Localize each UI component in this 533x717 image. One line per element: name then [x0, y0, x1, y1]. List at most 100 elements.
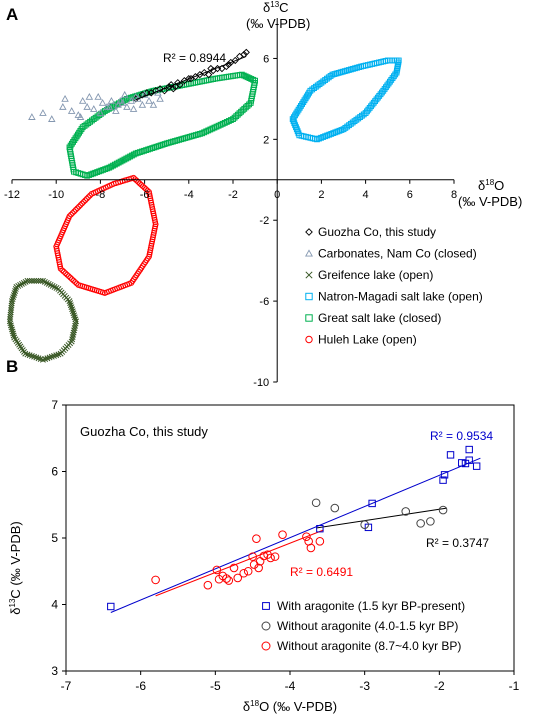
b-series-0-point-2 — [368, 499, 376, 508]
a-series-1-point-11 — [98, 99, 107, 106]
region-0-marker-40-stroke-b — [69, 308, 76, 315]
region-3-marker-149 — [112, 180, 119, 187]
b-xtick-label-0: -7 — [61, 679, 72, 693]
region-0-marker-52 — [69, 334, 76, 341]
b-xtick-label-4: -3 — [359, 679, 370, 693]
region-0-marker-70-stroke-b — [37, 356, 44, 362]
region-0-marker-23-stroke-b — [45, 280, 52, 287]
region-3-marker-21 — [72, 206, 79, 213]
b-series-2-point-17 — [266, 553, 275, 563]
a-legend-marker-1 — [305, 249, 313, 257]
region-0-marker-25-stroke-b — [49, 282, 56, 289]
b-series-1-point-4 — [416, 519, 425, 528]
a-ytick-label-1: -6 — [259, 296, 269, 308]
b-r2-label-2: R² = 0.6491 — [290, 565, 353, 579]
region-2-marker-102 — [246, 75, 253, 81]
region-0-marker-50-stroke-b — [70, 329, 77, 336]
region-0-marker-16 — [31, 277, 38, 284]
b-series-0-point-1 — [316, 524, 324, 533]
region-2-marker-119 — [241, 105, 248, 112]
a-xtick-label-8: 4 — [363, 189, 369, 201]
region-0-marker-36 — [67, 300, 74, 307]
region-3-marker-15 — [82, 197, 89, 204]
a-legend-marker-2-stroke-b — [305, 271, 313, 279]
region-2-marker-203 — [73, 169, 79, 176]
a-series-1-point-24 — [145, 96, 153, 104]
a-series-1-point-1 — [39, 109, 47, 116]
a-legend-marker-4 — [305, 314, 313, 322]
panel-b-points — [107, 445, 481, 611]
region-0-marker-76-stroke-b — [24, 351, 31, 358]
a-series-1-point-29 — [105, 103, 114, 110]
region-3-marker-51 — [59, 267, 66, 274]
a-series-0-point-27 — [242, 48, 250, 57]
region-0-marker-94-stroke-b — [6, 318, 13, 325]
a-series-1-point-26 — [154, 88, 162, 96]
region-0-marker-20-stroke-b — [39, 277, 46, 284]
a-xtick-label-9: 6 — [407, 189, 413, 201]
region-3-marker-53 — [62, 270, 69, 277]
region-3-marker-20 — [74, 205, 81, 212]
b-legend-marker-1 — [261, 621, 271, 631]
region-0-marker-100-stroke-b — [8, 304, 15, 311]
region-0-marker-5 — [12, 288, 19, 294]
region-3-marker-12 — [87, 192, 93, 199]
b-trendline-0 — [110, 457, 481, 613]
b-series-2-point-8 — [239, 568, 249, 578]
b-legend-label-2: Without aragonite (8.7~4.0 kyr BP) — [277, 639, 461, 653]
a-legend-label-4: Great salt lake (closed) — [318, 311, 441, 325]
region-1 — [289, 57, 402, 143]
b-series-2-point-2 — [212, 565, 222, 575]
panel-b-trendlines — [110, 457, 481, 613]
region-3-marker-11 — [88, 191, 95, 197]
region-0-marker-49 — [71, 327, 78, 334]
region-0-marker-4 — [11, 290, 18, 296]
a-series-1-point-4 — [67, 107, 76, 114]
region-0-marker-27-stroke-b — [53, 285, 60, 291]
region-3-marker-56 — [67, 274, 74, 281]
b-series-0-point-4 — [439, 476, 447, 484]
region-3-marker-50 — [57, 265, 64, 272]
region-0-marker-15 — [28, 277, 35, 284]
region-0-marker-101 — [8, 302, 15, 309]
a-series-1-point-25 — [149, 101, 158, 108]
b-xtick-label-2: -5 — [210, 679, 221, 693]
region-3-marker-57 — [68, 276, 75, 282]
region-0-marker-43-stroke-b — [71, 314, 78, 321]
region-0-marker-40 — [69, 308, 76, 315]
region-3-marker-59 — [72, 279, 78, 285]
a-series-1-point-19 — [127, 96, 136, 104]
panel-a-xlabel: δ18O — [478, 178, 504, 193]
region-0-marker-49-stroke-b — [71, 327, 78, 334]
region-0-marker-37 — [67, 302, 74, 309]
region-0-marker-38 — [68, 304, 75, 311]
a-legend-marker-3 — [305, 292, 313, 301]
a-series-1-point-30 — [116, 96, 125, 104]
panel-a-label: A — [6, 5, 18, 24]
b-xtick-label-6: -1 — [509, 679, 520, 693]
region-0-marker-35-stroke-b — [66, 298, 73, 305]
region-0-marker-74-stroke-b — [28, 353, 35, 359]
b-ytick-label-1: 4 — [51, 598, 58, 612]
b-series-2-point-12 — [252, 534, 261, 543]
a-xtick-label-3: -6 — [140, 189, 150, 201]
a-legend-label-3: Natron-Magadi salt lake (open) — [318, 290, 483, 304]
b-series-2-point-20 — [302, 532, 311, 541]
region-0-marker-99-stroke-b — [8, 307, 14, 314]
region-0-marker-71-stroke-b — [35, 355, 42, 362]
region-3-marker-140 — [132, 176, 138, 183]
b-ytick-label-4: 7 — [51, 398, 58, 412]
region-3-marker-136 — [138, 181, 145, 188]
region-0-marker-48-stroke-b — [71, 325, 78, 332]
region-0-marker-39-stroke-b — [69, 306, 76, 313]
region-0-marker-41 — [70, 310, 77, 317]
region-0-marker-21-stroke-b — [41, 278, 48, 285]
region-2-marker-116 — [246, 101, 252, 108]
region-2-marker-123 — [234, 111, 241, 118]
b-series-1-point-0 — [311, 498, 321, 508]
a-series-1-point-10 — [96, 109, 105, 116]
a-xtick-label-7: 2 — [318, 189, 324, 201]
b-series-2-point-22 — [306, 543, 316, 553]
a-series-1-point-33 — [76, 113, 85, 120]
region-2-marker-99 — [240, 72, 247, 79]
